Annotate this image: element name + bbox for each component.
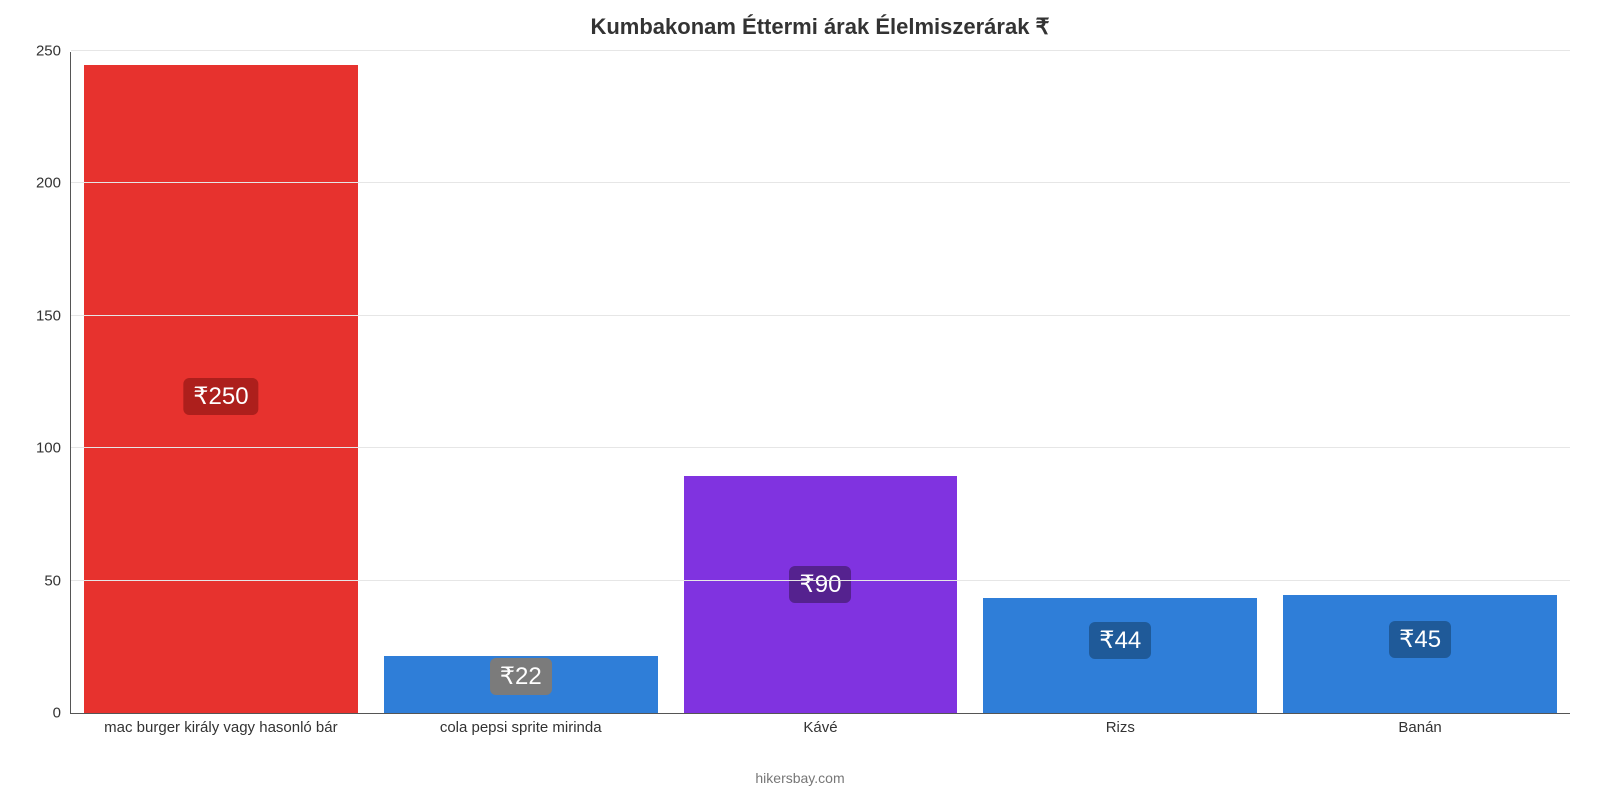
bar-cell: ₹45 — [1270, 52, 1570, 713]
chart-source: hikersbay.com — [0, 770, 1600, 786]
x-label: Banán — [1270, 719, 1570, 736]
bar: ₹22 — [383, 655, 659, 713]
bars-container: ₹250 ₹22 ₹90 ₹44 ₹45 — [71, 52, 1570, 713]
bar-cell: ₹22 — [371, 52, 671, 713]
y-tick-label: 200 — [36, 175, 61, 192]
x-label: Kávé — [671, 719, 971, 736]
bar-cell: ₹44 — [970, 52, 1270, 713]
x-label: cola pepsi sprite mirinda — [371, 719, 671, 736]
bar: ₹44 — [982, 597, 1258, 714]
plot-area: ₹250₹22₹90₹44₹45 mac burger király vagy … — [70, 52, 1570, 714]
gridline — [71, 182, 1570, 183]
value-badge: ₹22 — [490, 658, 552, 695]
x-label: mac burger király vagy hasonló bár — [71, 719, 371, 736]
chart-title: Kumbakonam Éttermi árak Élelmiszerárak ₹ — [70, 14, 1570, 40]
value-badge: ₹44 — [1089, 622, 1151, 659]
gridline — [71, 50, 1570, 51]
bar-cell: ₹90 — [671, 52, 971, 713]
gridline — [71, 580, 1570, 581]
price-bar-chart: Kumbakonam Éttermi árak Élelmiszerárak ₹… — [0, 0, 1600, 800]
gridline — [71, 315, 1570, 316]
bar: ₹90 — [683, 475, 959, 713]
x-label: Rizs — [970, 719, 1270, 736]
y-tick-label: 100 — [36, 440, 61, 457]
bar-cell: ₹250 — [71, 52, 371, 713]
value-badge: ₹90 — [790, 566, 852, 603]
value-badge: ₹45 — [1389, 621, 1451, 658]
x-axis-labels: mac burger király vagy hasonló bárcola p… — [71, 719, 1570, 736]
y-tick-label: 250 — [36, 43, 61, 60]
y-tick-label: 0 — [53, 705, 61, 722]
gridline — [71, 447, 1570, 448]
y-tick-label: 150 — [36, 307, 61, 324]
bar: ₹250 — [83, 64, 359, 713]
y-tick-label: 50 — [44, 572, 61, 589]
bar: ₹45 — [1282, 594, 1558, 713]
value-badge: ₹250 — [183, 378, 258, 415]
